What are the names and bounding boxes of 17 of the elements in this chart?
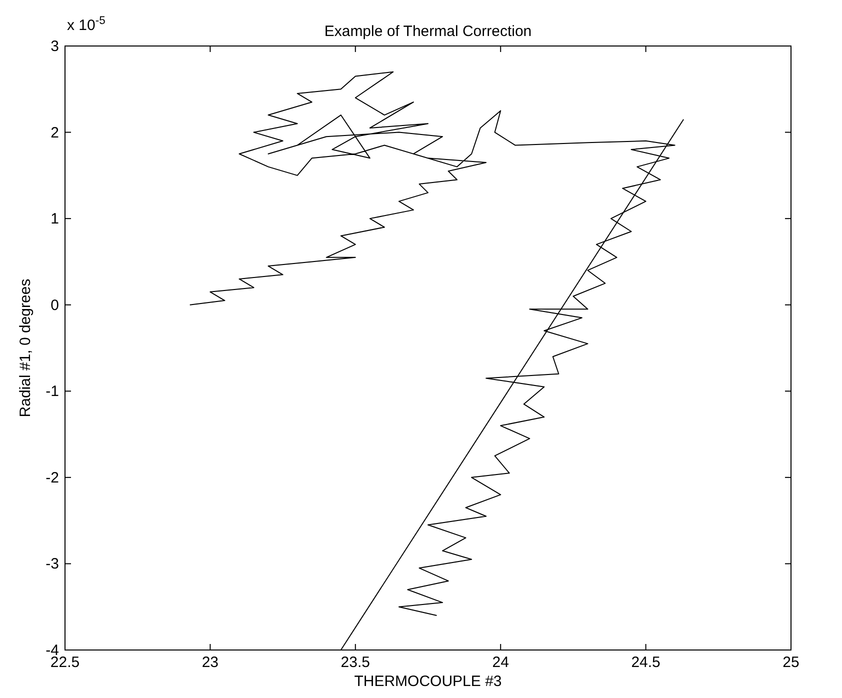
y-tick-label: -3: [46, 556, 59, 573]
x-tick-label: 24: [492, 654, 509, 671]
y-tick-label: 3: [50, 38, 59, 55]
y-tick-label: 2: [50, 124, 59, 142]
x-tick-label: 22.5: [50, 654, 80, 671]
text: x 10$^{-5}$: [67, 15, 106, 34]
y-tick-label: -2: [46, 469, 59, 486]
y-tick-label: 1: [50, 210, 59, 228]
y-tick-label: 0: [50, 296, 59, 314]
x-tick-label: 25: [782, 654, 800, 671]
x-tick-label: 23.5: [340, 654, 370, 671]
x-axis-title: THERMOCOUPLE #3: [354, 673, 502, 690]
x-tick-label: 24.5: [631, 654, 660, 671]
y-axis-title: Radial #1, 0 degrees: [17, 278, 34, 418]
y-tick-label: -1: [46, 383, 59, 400]
x-tick-label: 23: [202, 654, 219, 671]
chart-title: Example of Thermal Correction: [324, 23, 532, 40]
